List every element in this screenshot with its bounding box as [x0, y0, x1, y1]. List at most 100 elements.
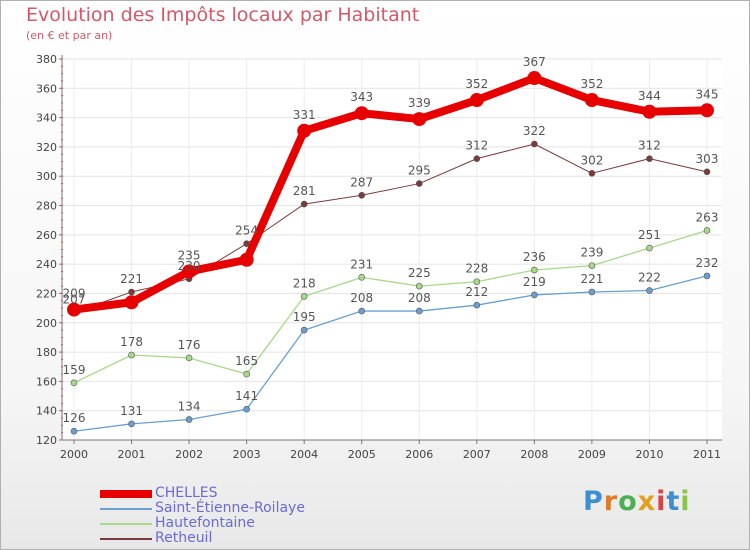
data-label: 232: [696, 256, 719, 270]
data-point: [124, 295, 139, 310]
data-label: 231: [350, 257, 373, 271]
logo-letter: P: [583, 486, 604, 517]
data-point: [700, 103, 714, 118]
data-label: 352: [580, 77, 603, 91]
data-point: [646, 244, 653, 252]
data-label: 312: [638, 139, 661, 153]
data-label: 207: [63, 293, 86, 307]
data-label: 344: [638, 89, 661, 103]
y-tick-label: 360: [36, 82, 57, 95]
x-tick-label: 2010: [635, 448, 663, 461]
data-point: [239, 252, 254, 267]
data-label: 343: [350, 90, 373, 104]
x-tick-label: 2005: [348, 448, 376, 461]
data-label: 339: [408, 96, 431, 110]
data-label: 236: [523, 250, 546, 264]
proxiti-logo: Proxiti: [583, 486, 691, 517]
data-label: 235: [178, 248, 201, 262]
data-label: 352: [465, 77, 488, 91]
data-label: 225: [408, 266, 431, 280]
data-point: [584, 93, 599, 108]
data-point: [473, 155, 481, 162]
data-label: 367: [523, 55, 546, 69]
legend-label: Retheuil: [155, 530, 213, 546]
data-label: 287: [350, 175, 373, 189]
legend-swatch: [100, 538, 152, 540]
data-label: 281: [293, 184, 316, 198]
y-tick-label: 180: [36, 346, 57, 359]
chart-title: Evolution des Impôts locaux par Habitant: [26, 4, 420, 26]
data-point: [297, 123, 312, 138]
data-label: 178: [120, 335, 143, 349]
data-point: [703, 168, 711, 176]
data-label: 263: [696, 210, 719, 224]
data-point: [300, 200, 308, 208]
data-point: [354, 106, 369, 121]
data-point: [243, 370, 250, 378]
data-point: [531, 266, 538, 274]
x-tick-label: 2006: [405, 448, 433, 461]
data-point: [128, 420, 135, 428]
series-line-2: [73, 229, 708, 384]
series-line-0: [70, 74, 711, 314]
chart-subtitle: (en € et par an): [26, 29, 113, 42]
data-point: [588, 262, 596, 269]
logo-letter: i: [656, 486, 667, 517]
x-tick-label: 2008: [520, 448, 548, 461]
data-label: 212: [465, 285, 488, 299]
data-label: 159: [63, 363, 86, 377]
data-label: 208: [350, 291, 373, 305]
data-label: 141: [235, 389, 258, 403]
y-tick-label: 240: [36, 258, 57, 271]
legend-label: Hautefontaine: [155, 515, 255, 531]
data-label: 218: [293, 276, 316, 290]
data-point: [415, 180, 423, 187]
series-line-1: [73, 275, 708, 432]
logo-letter: x: [637, 486, 657, 517]
data-label: 295: [408, 164, 431, 178]
y-tick-label: 380: [36, 53, 57, 66]
data-point: [182, 264, 197, 279]
data-point: [703, 272, 711, 280]
data-point: [473, 278, 481, 286]
x-tick-label: 2004: [290, 448, 318, 461]
data-point: [185, 354, 193, 362]
x-tick-label: 2002: [175, 448, 203, 461]
y-tick-label: 320: [36, 141, 57, 154]
data-label: 302: [580, 153, 603, 167]
data-label: 165: [235, 354, 258, 368]
legend-swatch: [100, 508, 152, 510]
data-label: 331: [293, 108, 316, 122]
x-tick-label: 2009: [578, 448, 606, 461]
x-tick-label: 2001: [118, 448, 146, 461]
data-label: 312: [465, 139, 488, 153]
data-label: 126: [63, 411, 86, 425]
y-tick-label: 300: [36, 170, 57, 183]
data-point: [646, 287, 653, 294]
legend-swatch: [100, 523, 152, 525]
data-label: 345: [696, 87, 719, 101]
data-point: [646, 155, 653, 162]
data-label: 251: [638, 228, 661, 242]
data-point: [358, 274, 366, 281]
data-point: [415, 307, 423, 315]
logo-letter: i: [680, 486, 691, 517]
logo-letter: r: [603, 486, 619, 517]
data-point: [469, 93, 484, 108]
data-point: [703, 227, 711, 234]
data-point: [300, 293, 308, 300]
data-label: 230: [178, 259, 201, 273]
plot-area: [62, 59, 722, 440]
logo-letter: o: [618, 486, 638, 517]
data-point: [412, 112, 427, 127]
data-point: [358, 191, 366, 199]
y-tick-label: 280: [36, 200, 57, 213]
data-point: [70, 427, 78, 435]
data-label: 221: [120, 272, 143, 286]
data-label: 322: [523, 124, 546, 138]
legend-label: CHELLES: [155, 485, 218, 501]
data-label: 222: [638, 271, 661, 285]
data-point: [300, 326, 308, 334]
data-label: 134: [178, 399, 201, 413]
